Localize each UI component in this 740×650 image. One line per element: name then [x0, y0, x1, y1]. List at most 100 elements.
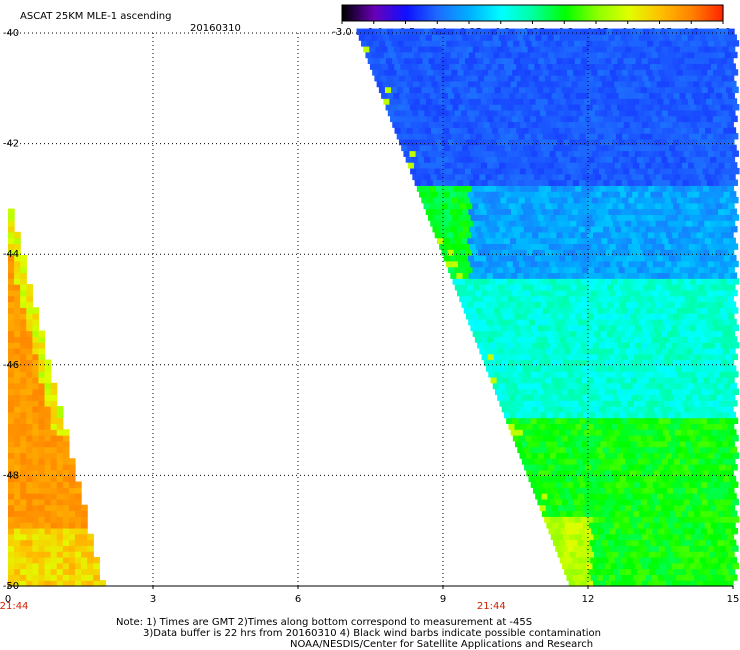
- data-cell: [524, 417, 532, 425]
- data-cell: [624, 487, 631, 494]
- data-cell: [720, 150, 727, 157]
- data-cell: [445, 133, 453, 140]
- data-cell: [50, 522, 58, 529]
- data-cell: [624, 138, 631, 146]
- data-cell: [665, 278, 673, 285]
- data-cell: [50, 405, 58, 413]
- data-cell: [604, 388, 612, 395]
- data-cell: [702, 295, 710, 303]
- data-cell: [655, 109, 663, 117]
- data-cell: [696, 342, 704, 349]
- data-cell: [712, 400, 720, 407]
- data-cell: [641, 452, 649, 459]
- data-cell: [522, 365, 530, 372]
- data-cell: [522, 63, 529, 70]
- data-cell: [440, 40, 447, 47]
- data-cell: [528, 191, 536, 198]
- data-cell: [391, 86, 398, 94]
- data-cell: [68, 481, 76, 488]
- data-cell: [588, 173, 596, 181]
- data-cell: [684, 359, 692, 366]
- data-cell: [497, 156, 504, 163]
- data-cell: [719, 69, 726, 76]
- data-cell: [717, 80, 725, 88]
- data-cell: [581, 249, 589, 256]
- data-cell: [439, 133, 447, 140]
- data-cell: [8, 504, 15, 512]
- data-cell: [654, 533, 662, 541]
- colorbar-segment: [398, 5, 401, 21]
- colorbar-segment: [528, 5, 532, 21]
- data-cell: [612, 551, 620, 558]
- data-cell: [669, 336, 677, 343]
- data-cell: [435, 202, 443, 210]
- data-cell: [706, 446, 713, 454]
- data-cell: [628, 150, 636, 157]
- data-cell: [467, 63, 475, 70]
- data-cell: [696, 278, 703, 285]
- data-cell: [475, 51, 482, 59]
- data-cell: [38, 539, 46, 546]
- data-cell: [534, 127, 542, 134]
- data-cell: [38, 574, 46, 581]
- data-cell: [56, 440, 64, 448]
- colorbar-segment: [562, 5, 566, 21]
- data-cell: [727, 423, 735, 430]
- data-cell: [609, 225, 616, 233]
- data-cell: [658, 69, 666, 76]
- data-cell: [662, 301, 670, 308]
- data-cell: [660, 138, 668, 146]
- data-cell: [694, 527, 702, 535]
- data-cell: [633, 336, 640, 343]
- data-cell: [582, 109, 590, 117]
- data-cell: [50, 533, 58, 541]
- data-cell: [423, 202, 431, 210]
- data-cell: [606, 394, 614, 401]
- data-cell: [556, 121, 564, 128]
- data-cell: [732, 86, 739, 94]
- data-cell: [473, 63, 481, 70]
- data-cell: [534, 475, 542, 483]
- data-cell: [587, 469, 594, 477]
- data-cell: [482, 86, 490, 94]
- data-cell: [529, 400, 537, 407]
- data-cell: [652, 435, 660, 442]
- data-cell: [566, 98, 573, 105]
- data-cell: [573, 324, 581, 332]
- data-cell: [535, 34, 543, 41]
- data-cell: [540, 237, 548, 245]
- data-cell: [728, 92, 735, 99]
- data-cell: [26, 452, 33, 459]
- data-cell: [592, 278, 600, 285]
- data-cell: [508, 423, 516, 430]
- data-cell: [462, 98, 470, 105]
- data-cell: [630, 423, 637, 430]
- data-cell: [618, 487, 625, 494]
- data-cell: [32, 556, 40, 564]
- data-cell: [68, 522, 76, 529]
- data-cell: [722, 284, 730, 291]
- data-cell: [446, 104, 454, 111]
- data-cell: [458, 150, 465, 157]
- data-cell: [542, 353, 550, 361]
- data-cell: [647, 498, 654, 506]
- data-cell: [723, 191, 731, 198]
- data-cell: [497, 109, 505, 117]
- data-cell: [710, 109, 718, 117]
- data-cell: [454, 45, 462, 53]
- data-cell: [508, 75, 516, 82]
- data-cell: [521, 109, 529, 117]
- data-cell: [553, 382, 561, 390]
- data-cell: [715, 202, 723, 210]
- data-cell: [684, 516, 691, 523]
- data-cell: [677, 388, 685, 395]
- data-cell: [575, 313, 583, 320]
- data-cell: [14, 516, 21, 523]
- data-cell: [676, 307, 684, 314]
- data-cell: [687, 208, 695, 215]
- data-cell: [593, 57, 600, 65]
- data-cell: [666, 533, 674, 541]
- data-cell: [692, 220, 699, 227]
- data-cell: [500, 260, 508, 268]
- data-cell: [524, 371, 532, 378]
